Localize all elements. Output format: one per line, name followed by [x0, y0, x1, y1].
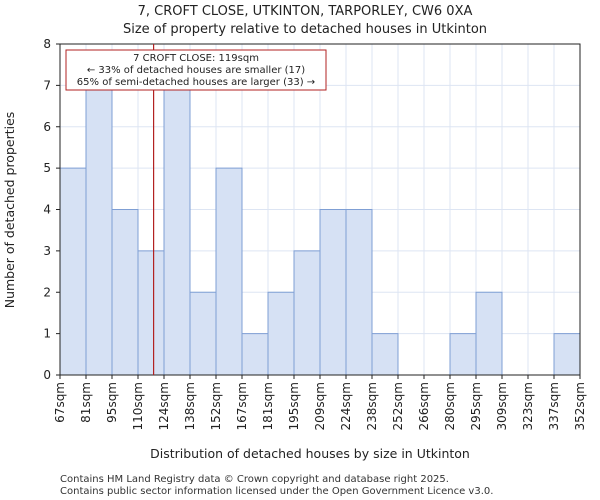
- y-tick-label: 7: [43, 78, 51, 92]
- x-tick-label: 209sqm: [313, 382, 327, 430]
- annotation-line-3: 65% of semi-detached houses are larger (…: [77, 77, 315, 88]
- annotation-box: 7 CROFT CLOSE: 119sqm ← 33% of detached …: [65, 49, 327, 91]
- x-tick-label: 195sqm: [287, 382, 301, 430]
- y-ticks: 0 1 2 3 4 5 6 7 8: [43, 37, 60, 382]
- bar: [137, 250, 165, 376]
- y-tick-label: 2: [43, 285, 51, 299]
- annotation-line-2: ← 33% of detached houses are smaller (17…: [87, 65, 305, 76]
- bar: [475, 291, 503, 376]
- x-tick-label: 352sqm: [573, 382, 587, 430]
- annotation-line-1: 7 CROFT CLOSE: 119sqm: [133, 53, 259, 64]
- y-tick-label: 5: [43, 161, 51, 175]
- bar: [215, 167, 243, 376]
- x-tick-label: 167sqm: [235, 382, 249, 430]
- chart-subtitle: Size of property relative to detached ho…: [123, 22, 487, 37]
- y-tick-label: 6: [43, 120, 51, 134]
- y-tick-label: 4: [43, 203, 51, 217]
- x-tick-label: 110sqm: [131, 382, 145, 430]
- bar: [371, 333, 399, 376]
- x-tick-label: 266sqm: [417, 382, 431, 430]
- plot-frame: [59, 43, 581, 376]
- x-tick-label: 81sqm: [79, 382, 93, 423]
- annotation-frame: [65, 49, 327, 91]
- x-tick-label: 238sqm: [365, 382, 379, 430]
- x-tick-label: 337sqm: [547, 382, 561, 430]
- x-tick-label: 224sqm: [339, 382, 353, 430]
- bar: [241, 333, 269, 376]
- bar: [293, 250, 321, 376]
- y-axis-label: Number of detached properties: [2, 112, 17, 309]
- x-tick-label: 124sqm: [157, 382, 171, 430]
- y-tick-label: 0: [43, 368, 51, 382]
- y-tick-label: 1: [43, 327, 51, 341]
- bar: [59, 167, 87, 376]
- x-tick-label: 95sqm: [105, 382, 119, 423]
- y-tick-label: 8: [43, 37, 51, 51]
- bar: [85, 84, 113, 376]
- x-tick-label: 252sqm: [391, 382, 405, 430]
- bar: [553, 333, 581, 376]
- x-tick-label: 138sqm: [183, 382, 197, 430]
- footer-line-1: Contains HM Land Registry data © Crown c…: [60, 474, 449, 485]
- x-axis-label: Distribution of detached houses by size …: [150, 446, 470, 461]
- x-tick-label: 295sqm: [469, 382, 483, 430]
- bar: [345, 209, 373, 376]
- y-tick-label: 3: [43, 244, 51, 258]
- bar: [267, 291, 295, 376]
- bar: [319, 209, 347, 376]
- bar: [163, 84, 191, 376]
- footer-line-2: Contains public sector information licen…: [60, 486, 493, 497]
- x-tick-label: 67sqm: [53, 382, 67, 423]
- x-tick-label: 280sqm: [443, 382, 457, 430]
- x-tick-label: 309sqm: [495, 382, 509, 430]
- bar: [449, 333, 477, 376]
- x-tick-label: 323sqm: [521, 382, 535, 430]
- bars: [59, 84, 581, 376]
- chart-title: 7, CROFT CLOSE, UTKINTON, TARPORLEY, CW6…: [138, 4, 473, 19]
- x-tick-label: 181sqm: [261, 382, 275, 430]
- x-tick-label: 152sqm: [209, 382, 223, 430]
- bar: [111, 209, 139, 376]
- x-ticks: 67sqm 81sqm 95sqm 110sqm 124sqm 138sqm 152sqm 1…: [53, 375, 587, 430]
- bar: [189, 291, 217, 376]
